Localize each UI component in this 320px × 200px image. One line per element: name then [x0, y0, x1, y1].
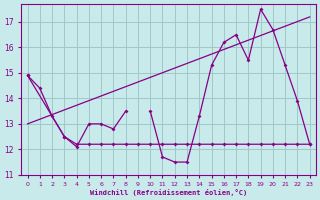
X-axis label: Windchill (Refroidissement éolien,°C): Windchill (Refroidissement éolien,°C)	[90, 189, 247, 196]
